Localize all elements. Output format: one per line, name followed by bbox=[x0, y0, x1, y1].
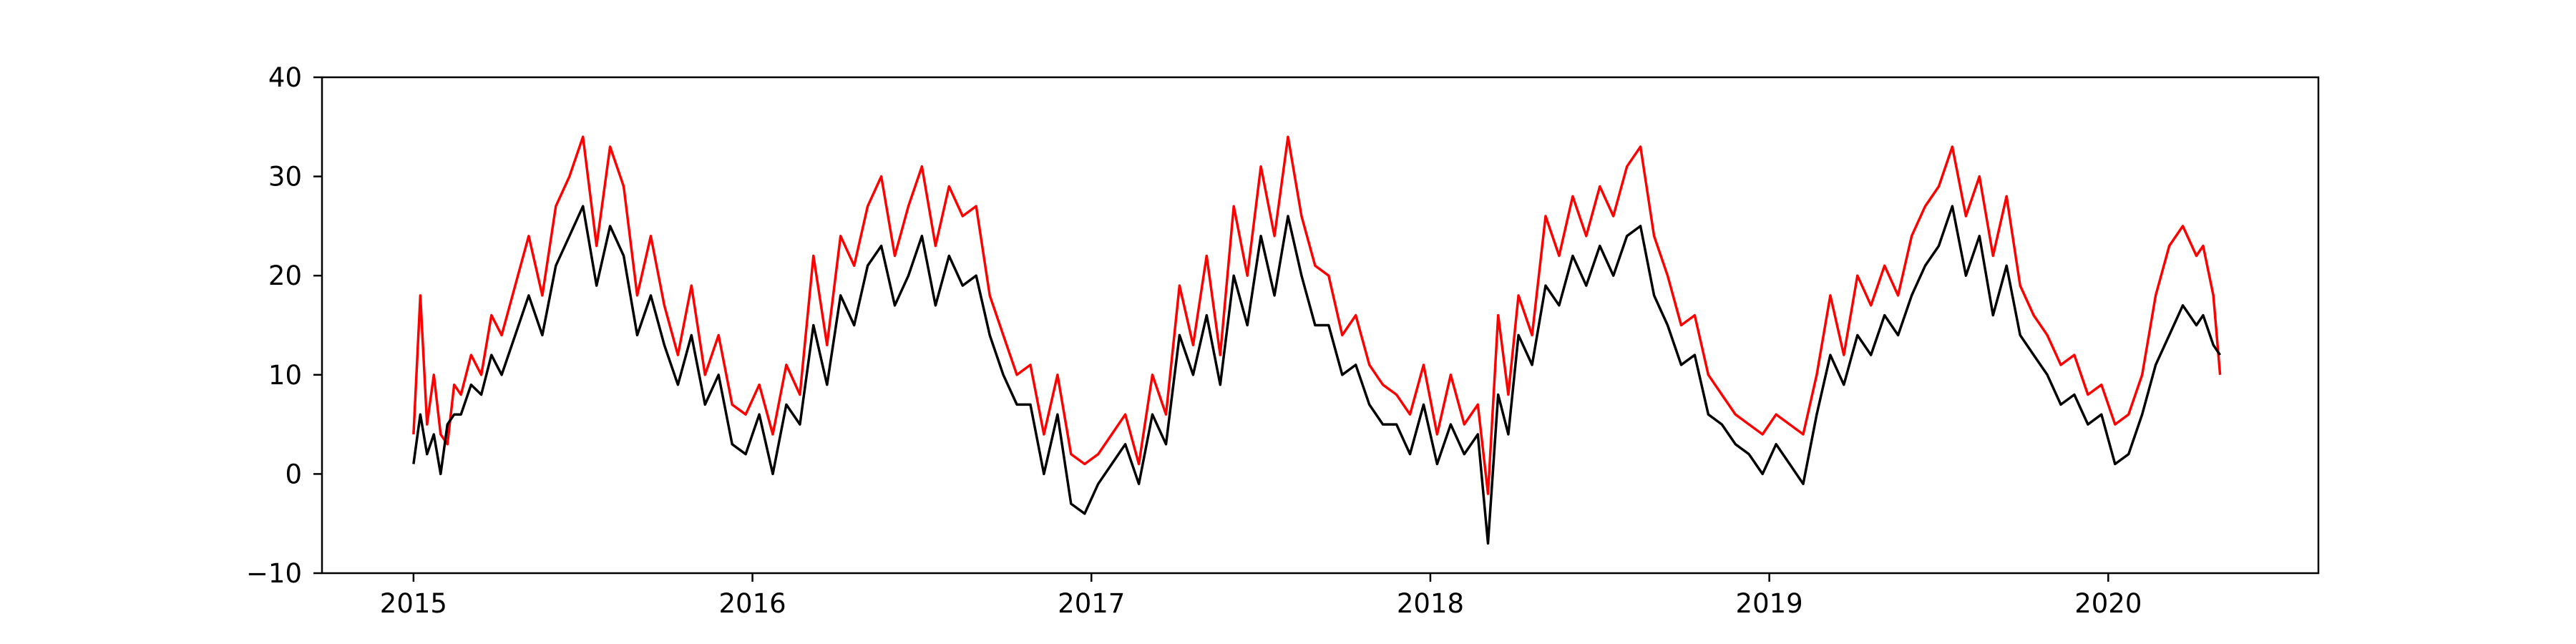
tick-layer: 2015 2016 2017 2018 2019 2020 −10 0 10 20 30 40 bbox=[246, 62, 2142, 619]
x-tick-label: 2015 bbox=[380, 588, 447, 619]
y-tick-label: 30 bbox=[268, 162, 302, 192]
plot-frame bbox=[321, 76, 2320, 575]
y-tick-label: 20 bbox=[268, 260, 302, 291]
y-tick-label: 10 bbox=[268, 360, 302, 391]
x-tick-label: 2019 bbox=[1736, 588, 1803, 619]
y-tick-label: −10 bbox=[246, 558, 302, 589]
x-tick-label: 2018 bbox=[1397, 588, 1464, 619]
series-layer bbox=[412, 135, 2222, 545]
series-1-line bbox=[412, 135, 2222, 495]
x-tick-label: 2017 bbox=[1058, 588, 1125, 619]
series-2-line bbox=[412, 205, 2222, 545]
x-tick-label: 2020 bbox=[2074, 588, 2142, 619]
y-tick-label: 0 bbox=[285, 459, 302, 489]
y-tick-label: 40 bbox=[268, 62, 302, 93]
x-tick-label: 2016 bbox=[718, 588, 786, 619]
